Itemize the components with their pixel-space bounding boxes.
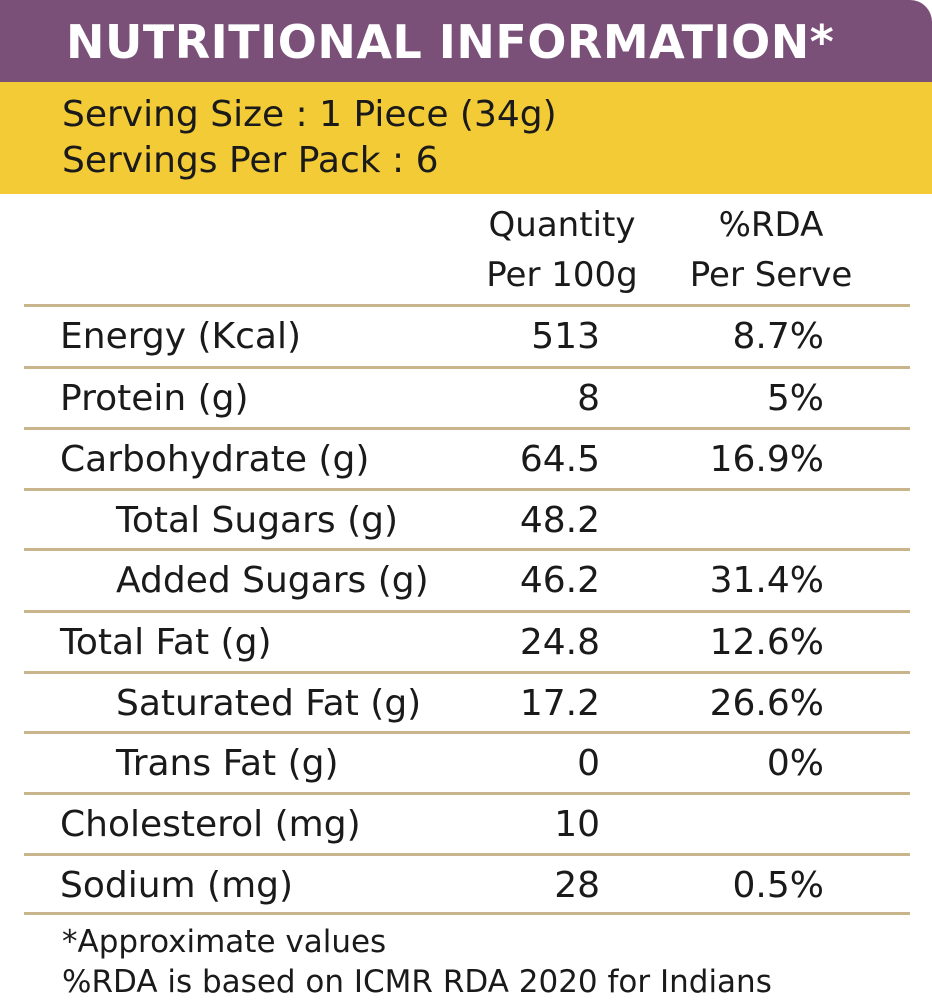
table-divider — [24, 731, 910, 734]
nutrient-label: Cholesterol (mg) — [60, 804, 361, 845]
rda-per-serve: 12.6% — [709, 622, 824, 663]
table-row: Energy (Kcal) 513 8.7% — [0, 307, 932, 367]
table-row: Total Sugars (g) 48.2 — [0, 491, 932, 551]
table-row: Cholesterol (mg) 10 — [0, 795, 932, 855]
serving-size: Serving Size : 1 Piece (34g) — [62, 94, 557, 135]
nutrient-label: Saturated Fat (g) — [116, 683, 422, 724]
nutrient-label: Protein (g) — [60, 378, 249, 419]
table-divider — [24, 853, 910, 856]
table-row: Added Sugars (g) 46.2 31.4% — [0, 551, 932, 611]
header-banner: NUTRITIONAL INFORMATION* — [0, 0, 932, 82]
rda-per-serve: 5% — [766, 378, 824, 419]
rda-per-serve: 0.5% — [732, 865, 824, 906]
quantity-per-100g: 28 — [554, 865, 600, 906]
nutrient-label: Carbohydrate (g) — [60, 439, 370, 480]
table-divider — [24, 427, 910, 430]
column-header-rda: %RDA Per Serve — [676, 200, 866, 300]
table-divider — [24, 912, 910, 915]
table-divider — [24, 792, 910, 795]
column-header-quantity-line2: Per 100g — [486, 255, 638, 295]
table-row: Saturated Fat (g) 17.2 26.6% — [0, 674, 932, 734]
quantity-per-100g: 10 — [554, 804, 600, 845]
nutrient-label: Total Fat (g) — [60, 622, 272, 663]
quantity-per-100g: 46.2 — [519, 560, 600, 601]
quantity-per-100g: 513 — [531, 316, 600, 357]
rda-per-serve: 8.7% — [732, 316, 824, 357]
footnote-approximate: *Approximate values — [62, 924, 387, 960]
column-header-rda-line2: Per Serve — [689, 255, 853, 295]
nutrient-label: Added Sugars (g) — [116, 560, 429, 601]
rda-per-serve: 26.6% — [709, 683, 824, 724]
table-row: Sodium (mg) 28 0.5% — [0, 856, 932, 916]
nutrient-label: Energy (Kcal) — [60, 316, 302, 357]
column-header-rda-line1: %RDA — [718, 205, 824, 245]
quantity-per-100g: 8 — [577, 378, 600, 419]
rda-per-serve: 0% — [766, 743, 824, 784]
quantity-per-100g: 17.2 — [519, 683, 600, 724]
table-divider — [24, 548, 910, 551]
table-row: Total Fat (g) 24.8 12.6% — [0, 613, 932, 673]
table-row: Carbohydrate (g) 64.5 16.9% — [0, 430, 932, 490]
table-row: Trans Fat (g) 0 0% — [0, 734, 932, 794]
table-divider — [24, 488, 910, 491]
nutrient-label: Trans Fat (g) — [116, 743, 339, 784]
quantity-per-100g: 48.2 — [519, 500, 600, 541]
nutrient-label: Sodium (mg) — [60, 865, 294, 906]
column-header-quantity: Quantity Per 100g — [474, 200, 650, 300]
rda-per-serve: 16.9% — [709, 439, 824, 480]
footnote-rda-basis: %RDA is based on ICMR RDA 2020 for India… — [62, 964, 772, 1000]
table-divider — [24, 304, 910, 307]
quantity-per-100g: 0 — [577, 743, 600, 784]
nutrient-label: Total Sugars (g) — [116, 500, 399, 541]
table-divider — [24, 671, 910, 674]
page-title: NUTRITIONAL INFORMATION* — [66, 15, 835, 69]
quantity-per-100g: 24.8 — [519, 622, 600, 663]
rda-per-serve: 31.4% — [709, 560, 824, 601]
column-header-quantity-line1: Quantity — [488, 205, 636, 245]
servings-per-pack: Servings Per Pack : 6 — [62, 140, 439, 181]
table-divider — [24, 366, 910, 369]
serving-info-band: Serving Size : 1 Piece (34g) Servings Pe… — [0, 82, 932, 194]
table-row: Protein (g) 8 5% — [0, 369, 932, 429]
table-divider — [24, 610, 910, 613]
quantity-per-100g: 64.5 — [519, 439, 600, 480]
